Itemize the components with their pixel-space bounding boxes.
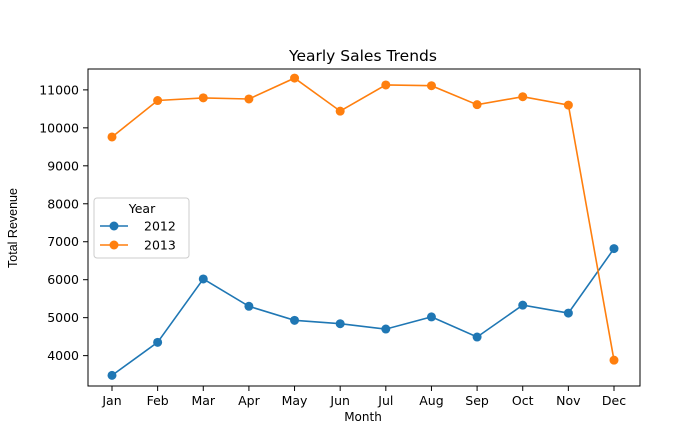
data-point-2013-Aug <box>426 81 436 91</box>
data-point-2012-Aug <box>426 312 436 322</box>
y-axis: 4000 5000 6000 7000 8000 9000 10000 11000 <box>39 82 88 363</box>
data-point-2013-Oct <box>518 92 528 102</box>
data-point-2013-Sep <box>472 100 482 110</box>
data-point-2013-Nov <box>563 100 573 110</box>
plot-area-frame <box>87 68 641 387</box>
data-point-2013-Feb <box>153 96 163 106</box>
x-tick-label: Oct <box>512 393 534 408</box>
x-tick-label: Mar <box>191 393 215 408</box>
chart-title: Yearly Sales Trends <box>288 47 437 65</box>
x-tick-label: Jun <box>329 393 350 408</box>
x-tick-label: Apr <box>238 393 260 408</box>
data-point-2012-May <box>290 315 300 325</box>
x-tick-label: Dec <box>602 393 626 408</box>
legend-title: Year <box>128 201 156 216</box>
y-tick-label: 10000 <box>39 120 79 135</box>
data-point-2012-Jan <box>107 370 117 380</box>
data-point-2012-Mar <box>198 274 208 284</box>
data-point-2013-Jul <box>381 80 391 90</box>
y-tick-label: 9000 <box>47 158 79 173</box>
data-point-2012-Feb <box>153 337 163 347</box>
y-tick-label: 8000 <box>47 196 79 211</box>
x-axis-label: Month <box>344 410 382 424</box>
x-tick-label: Sep <box>465 393 489 408</box>
series-layer <box>107 73 619 380</box>
y-tick-label: 7000 <box>47 234 79 249</box>
data-point-2012-Nov <box>563 308 573 318</box>
data-point-2012-Sep <box>472 332 482 342</box>
x-tick-label: Jul <box>377 393 393 408</box>
y-tick-label: 4000 <box>47 348 79 363</box>
data-point-2013-Apr <box>244 94 254 104</box>
data-point-2013-Jan <box>107 132 117 142</box>
y-tick-label: 11000 <box>39 82 79 97</box>
data-point-2013-May <box>290 73 300 83</box>
y-axis-label: Total Revenue <box>6 188 20 268</box>
data-point-2013-Mar <box>198 93 208 103</box>
x-tick-label: Aug <box>419 393 443 408</box>
data-point-2012-Jul <box>381 324 391 334</box>
legend-label-2013: 2013 <box>144 238 176 253</box>
series-line-2012 <box>111 248 615 377</box>
data-point-2012-Dec <box>609 244 619 254</box>
legend-marker-2013 <box>109 240 119 250</box>
x-tick-label: Feb <box>147 393 169 408</box>
x-tick-label: May <box>282 393 308 408</box>
data-point-2012-Oct <box>518 300 528 310</box>
legend: Year 2012 2013 <box>93 197 190 259</box>
y-tick-label: 5000 <box>47 310 79 325</box>
x-axis: Jan Feb Mar Apr May Jun Jul Aug Sep Oct Nov Dec <box>101 386 626 408</box>
legend-label-2012: 2012 <box>144 219 176 234</box>
x-tick-label: Jan <box>101 393 121 408</box>
y-tick-label: 6000 <box>47 272 79 287</box>
series-line-2013 <box>111 77 615 361</box>
data-point-2013-Jun <box>335 106 345 116</box>
legend-marker-2012 <box>109 221 119 231</box>
x-tick-label: Nov <box>556 393 581 408</box>
data-point-2013-Dec <box>609 355 619 365</box>
data-point-2012-Apr <box>244 301 254 311</box>
data-point-2012-Jun <box>335 319 345 329</box>
